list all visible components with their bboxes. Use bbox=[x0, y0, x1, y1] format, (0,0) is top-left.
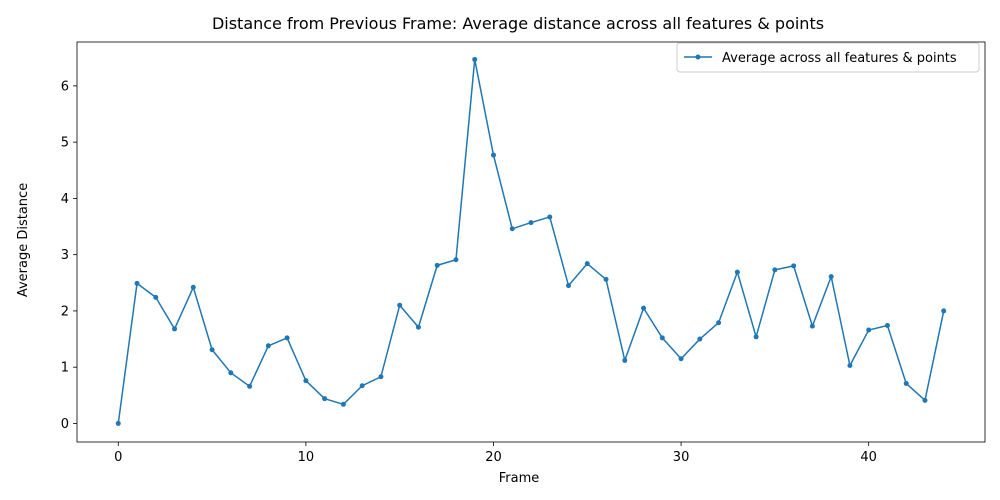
data-point bbox=[866, 327, 872, 333]
data-point bbox=[922, 397, 928, 403]
y-tick-label: 2 bbox=[61, 304, 69, 319]
y-tick-label: 5 bbox=[61, 136, 69, 151]
chart-title: Distance from Previous Frame: Average di… bbox=[212, 14, 824, 33]
x-tick-label: 0 bbox=[114, 450, 122, 465]
x-axis-title: Frame bbox=[499, 471, 540, 486]
x-tick-label: 10 bbox=[298, 450, 315, 465]
y-tick-label: 1 bbox=[61, 361, 69, 376]
x-tick-label: 30 bbox=[673, 450, 690, 465]
x-tick-label: 20 bbox=[485, 450, 502, 465]
data-point bbox=[884, 323, 890, 329]
data-point bbox=[153, 294, 159, 300]
data-point bbox=[847, 362, 853, 368]
data-point bbox=[303, 378, 309, 384]
data-point bbox=[678, 356, 684, 362]
x-tick-label: 40 bbox=[860, 450, 877, 465]
data-point bbox=[134, 280, 140, 286]
axes: 0 10 20 30 40 0 1 2 3 4 5 6 bbox=[61, 41, 986, 465]
data-point bbox=[584, 261, 590, 267]
data-point bbox=[603, 276, 609, 282]
data-point bbox=[359, 383, 365, 389]
plot-area bbox=[115, 56, 947, 426]
y-tick-label: 4 bbox=[61, 192, 69, 207]
data-point bbox=[772, 267, 778, 273]
data-point bbox=[322, 396, 328, 402]
data-point bbox=[434, 262, 440, 268]
data-point bbox=[547, 214, 553, 220]
data-point bbox=[528, 220, 534, 226]
legend-box bbox=[676, 42, 980, 73]
y-axis-title: Average Distance bbox=[16, 183, 31, 297]
data-point bbox=[453, 257, 459, 263]
data-point bbox=[734, 269, 740, 275]
data-point bbox=[472, 56, 478, 62]
data-point bbox=[622, 357, 628, 363]
y-tick-label: 6 bbox=[61, 79, 69, 94]
data-point bbox=[697, 336, 703, 342]
data-point bbox=[340, 401, 346, 407]
data-point bbox=[809, 323, 815, 329]
data-point bbox=[641, 305, 647, 311]
data-point bbox=[415, 324, 421, 330]
data-point bbox=[247, 383, 253, 389]
legend-label: Average across all features & points bbox=[722, 51, 957, 66]
axes-frame bbox=[76, 41, 986, 443]
data-point bbox=[397, 302, 403, 308]
data-point bbox=[828, 274, 834, 280]
data-point bbox=[490, 152, 496, 158]
data-point bbox=[753, 334, 759, 340]
data-point bbox=[209, 347, 215, 353]
data-point bbox=[378, 374, 384, 380]
data-point bbox=[566, 283, 572, 289]
data-point bbox=[716, 320, 722, 326]
data-point bbox=[284, 335, 290, 341]
legend: Average across all features & points bbox=[676, 42, 980, 73]
data-point bbox=[903, 380, 909, 386]
y-tick-label: 0 bbox=[61, 417, 69, 432]
legend-marker bbox=[695, 54, 701, 60]
data-point bbox=[659, 335, 665, 341]
data-point bbox=[265, 343, 271, 349]
data-point bbox=[228, 370, 234, 376]
data-point bbox=[172, 326, 178, 332]
data-point bbox=[791, 263, 797, 269]
data-point bbox=[190, 284, 196, 290]
y-tick-label: 3 bbox=[61, 248, 69, 263]
data-point bbox=[115, 420, 121, 426]
data-point bbox=[941, 308, 947, 314]
data-point bbox=[509, 226, 515, 232]
